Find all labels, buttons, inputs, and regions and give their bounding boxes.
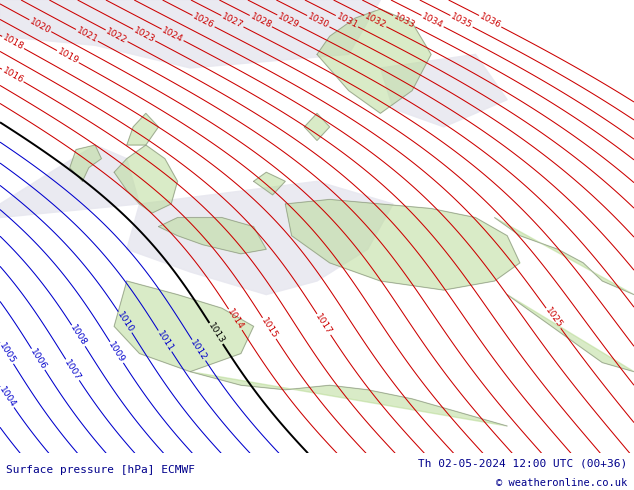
Text: 1029: 1029 bbox=[276, 11, 301, 30]
Text: 1033: 1033 bbox=[392, 12, 417, 30]
Text: 1011: 1011 bbox=[155, 329, 175, 353]
Text: 1013: 1013 bbox=[206, 321, 226, 345]
Polygon shape bbox=[190, 371, 507, 426]
Text: 1017: 1017 bbox=[314, 312, 334, 337]
Text: Th 02-05-2024 12:00 UTC (00+36): Th 02-05-2024 12:00 UTC (00+36) bbox=[418, 459, 628, 468]
Text: 1015: 1015 bbox=[259, 316, 280, 341]
Text: 1031: 1031 bbox=[335, 12, 359, 30]
Polygon shape bbox=[495, 218, 634, 294]
Text: 1027: 1027 bbox=[220, 12, 245, 30]
Text: 1004: 1004 bbox=[0, 385, 17, 409]
Text: 1006: 1006 bbox=[29, 347, 48, 371]
Text: 1019: 1019 bbox=[56, 47, 80, 66]
Text: 1024: 1024 bbox=[160, 25, 184, 44]
Polygon shape bbox=[285, 199, 520, 290]
Polygon shape bbox=[507, 294, 634, 371]
Text: 1036: 1036 bbox=[478, 12, 502, 30]
Text: 1007: 1007 bbox=[63, 358, 82, 382]
Text: 1020: 1020 bbox=[28, 16, 53, 35]
Text: 1012: 1012 bbox=[189, 338, 209, 362]
Text: 1032: 1032 bbox=[363, 12, 387, 30]
Polygon shape bbox=[114, 145, 178, 213]
Polygon shape bbox=[114, 281, 254, 371]
Text: 1030: 1030 bbox=[306, 12, 330, 30]
Text: 1034: 1034 bbox=[420, 12, 445, 30]
Text: 1026: 1026 bbox=[191, 12, 216, 30]
Text: 1025: 1025 bbox=[543, 306, 564, 330]
Text: 1010: 1010 bbox=[115, 310, 135, 334]
Text: 1035: 1035 bbox=[450, 12, 474, 30]
Polygon shape bbox=[304, 113, 330, 141]
Polygon shape bbox=[127, 113, 158, 145]
Text: 1009: 1009 bbox=[107, 340, 127, 365]
Text: 1005: 1005 bbox=[0, 341, 16, 366]
Polygon shape bbox=[254, 172, 285, 195]
Text: 1023: 1023 bbox=[132, 26, 157, 45]
Polygon shape bbox=[127, 181, 393, 294]
Polygon shape bbox=[70, 145, 101, 181]
Polygon shape bbox=[0, 0, 380, 68]
Text: Surface pressure [hPa] ECMWF: Surface pressure [hPa] ECMWF bbox=[6, 465, 195, 475]
Polygon shape bbox=[0, 145, 139, 218]
Text: 1008: 1008 bbox=[68, 323, 88, 348]
Text: 1014: 1014 bbox=[226, 308, 245, 332]
Text: 1028: 1028 bbox=[249, 12, 273, 30]
Text: 1022: 1022 bbox=[105, 26, 129, 45]
Text: 1016: 1016 bbox=[1, 66, 25, 85]
Polygon shape bbox=[317, 9, 431, 113]
Text: 1021: 1021 bbox=[75, 26, 99, 45]
Text: © weatheronline.co.uk: © weatheronline.co.uk bbox=[496, 478, 628, 489]
Text: 1018: 1018 bbox=[1, 33, 25, 52]
Polygon shape bbox=[380, 54, 507, 127]
Polygon shape bbox=[158, 218, 266, 254]
